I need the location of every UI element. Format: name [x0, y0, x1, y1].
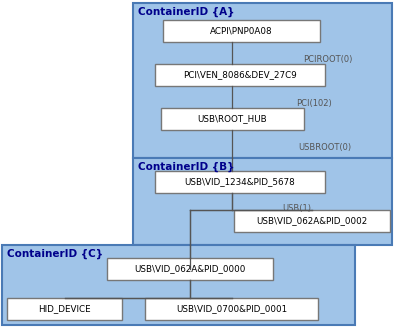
- Bar: [155, 171, 325, 193]
- Text: USB\VID_062A&PID_0000: USB\VID_062A&PID_0000: [134, 265, 246, 273]
- Bar: [161, 108, 304, 130]
- Bar: [7, 298, 122, 320]
- Bar: [133, 158, 392, 245]
- Bar: [2, 245, 355, 325]
- Bar: [163, 20, 320, 42]
- Text: PCIROOT(0): PCIROOT(0): [303, 55, 353, 64]
- Bar: [145, 298, 318, 320]
- Bar: [234, 210, 390, 232]
- Text: USB\VID_062A&PID_0002: USB\VID_062A&PID_0002: [256, 216, 368, 225]
- Text: PCI\VEN_8086&DEV_27C9: PCI\VEN_8086&DEV_27C9: [183, 70, 297, 80]
- Text: HID_DEVICE: HID_DEVICE: [38, 305, 91, 314]
- Text: PCI(102): PCI(102): [296, 99, 332, 108]
- Text: USB\VID_0700&PID_0001: USB\VID_0700&PID_0001: [176, 305, 287, 314]
- Bar: [107, 258, 273, 280]
- Text: USB\ROOT_HUB: USB\ROOT_HUB: [198, 114, 267, 123]
- Text: USB(1): USB(1): [282, 204, 311, 213]
- Text: ContainerID {B}: ContainerID {B}: [138, 162, 235, 172]
- Bar: [155, 64, 325, 86]
- Text: USB\VID_1234&PID_5678: USB\VID_1234&PID_5678: [185, 178, 295, 187]
- Text: ACPI\PNP0A08: ACPI\PNP0A08: [210, 27, 273, 36]
- Text: USBROOT(0): USBROOT(0): [298, 143, 351, 152]
- Text: ContainerID {A}: ContainerID {A}: [138, 7, 235, 17]
- Bar: [133, 3, 392, 158]
- Text: ContainerID {C}: ContainerID {C}: [7, 249, 103, 259]
